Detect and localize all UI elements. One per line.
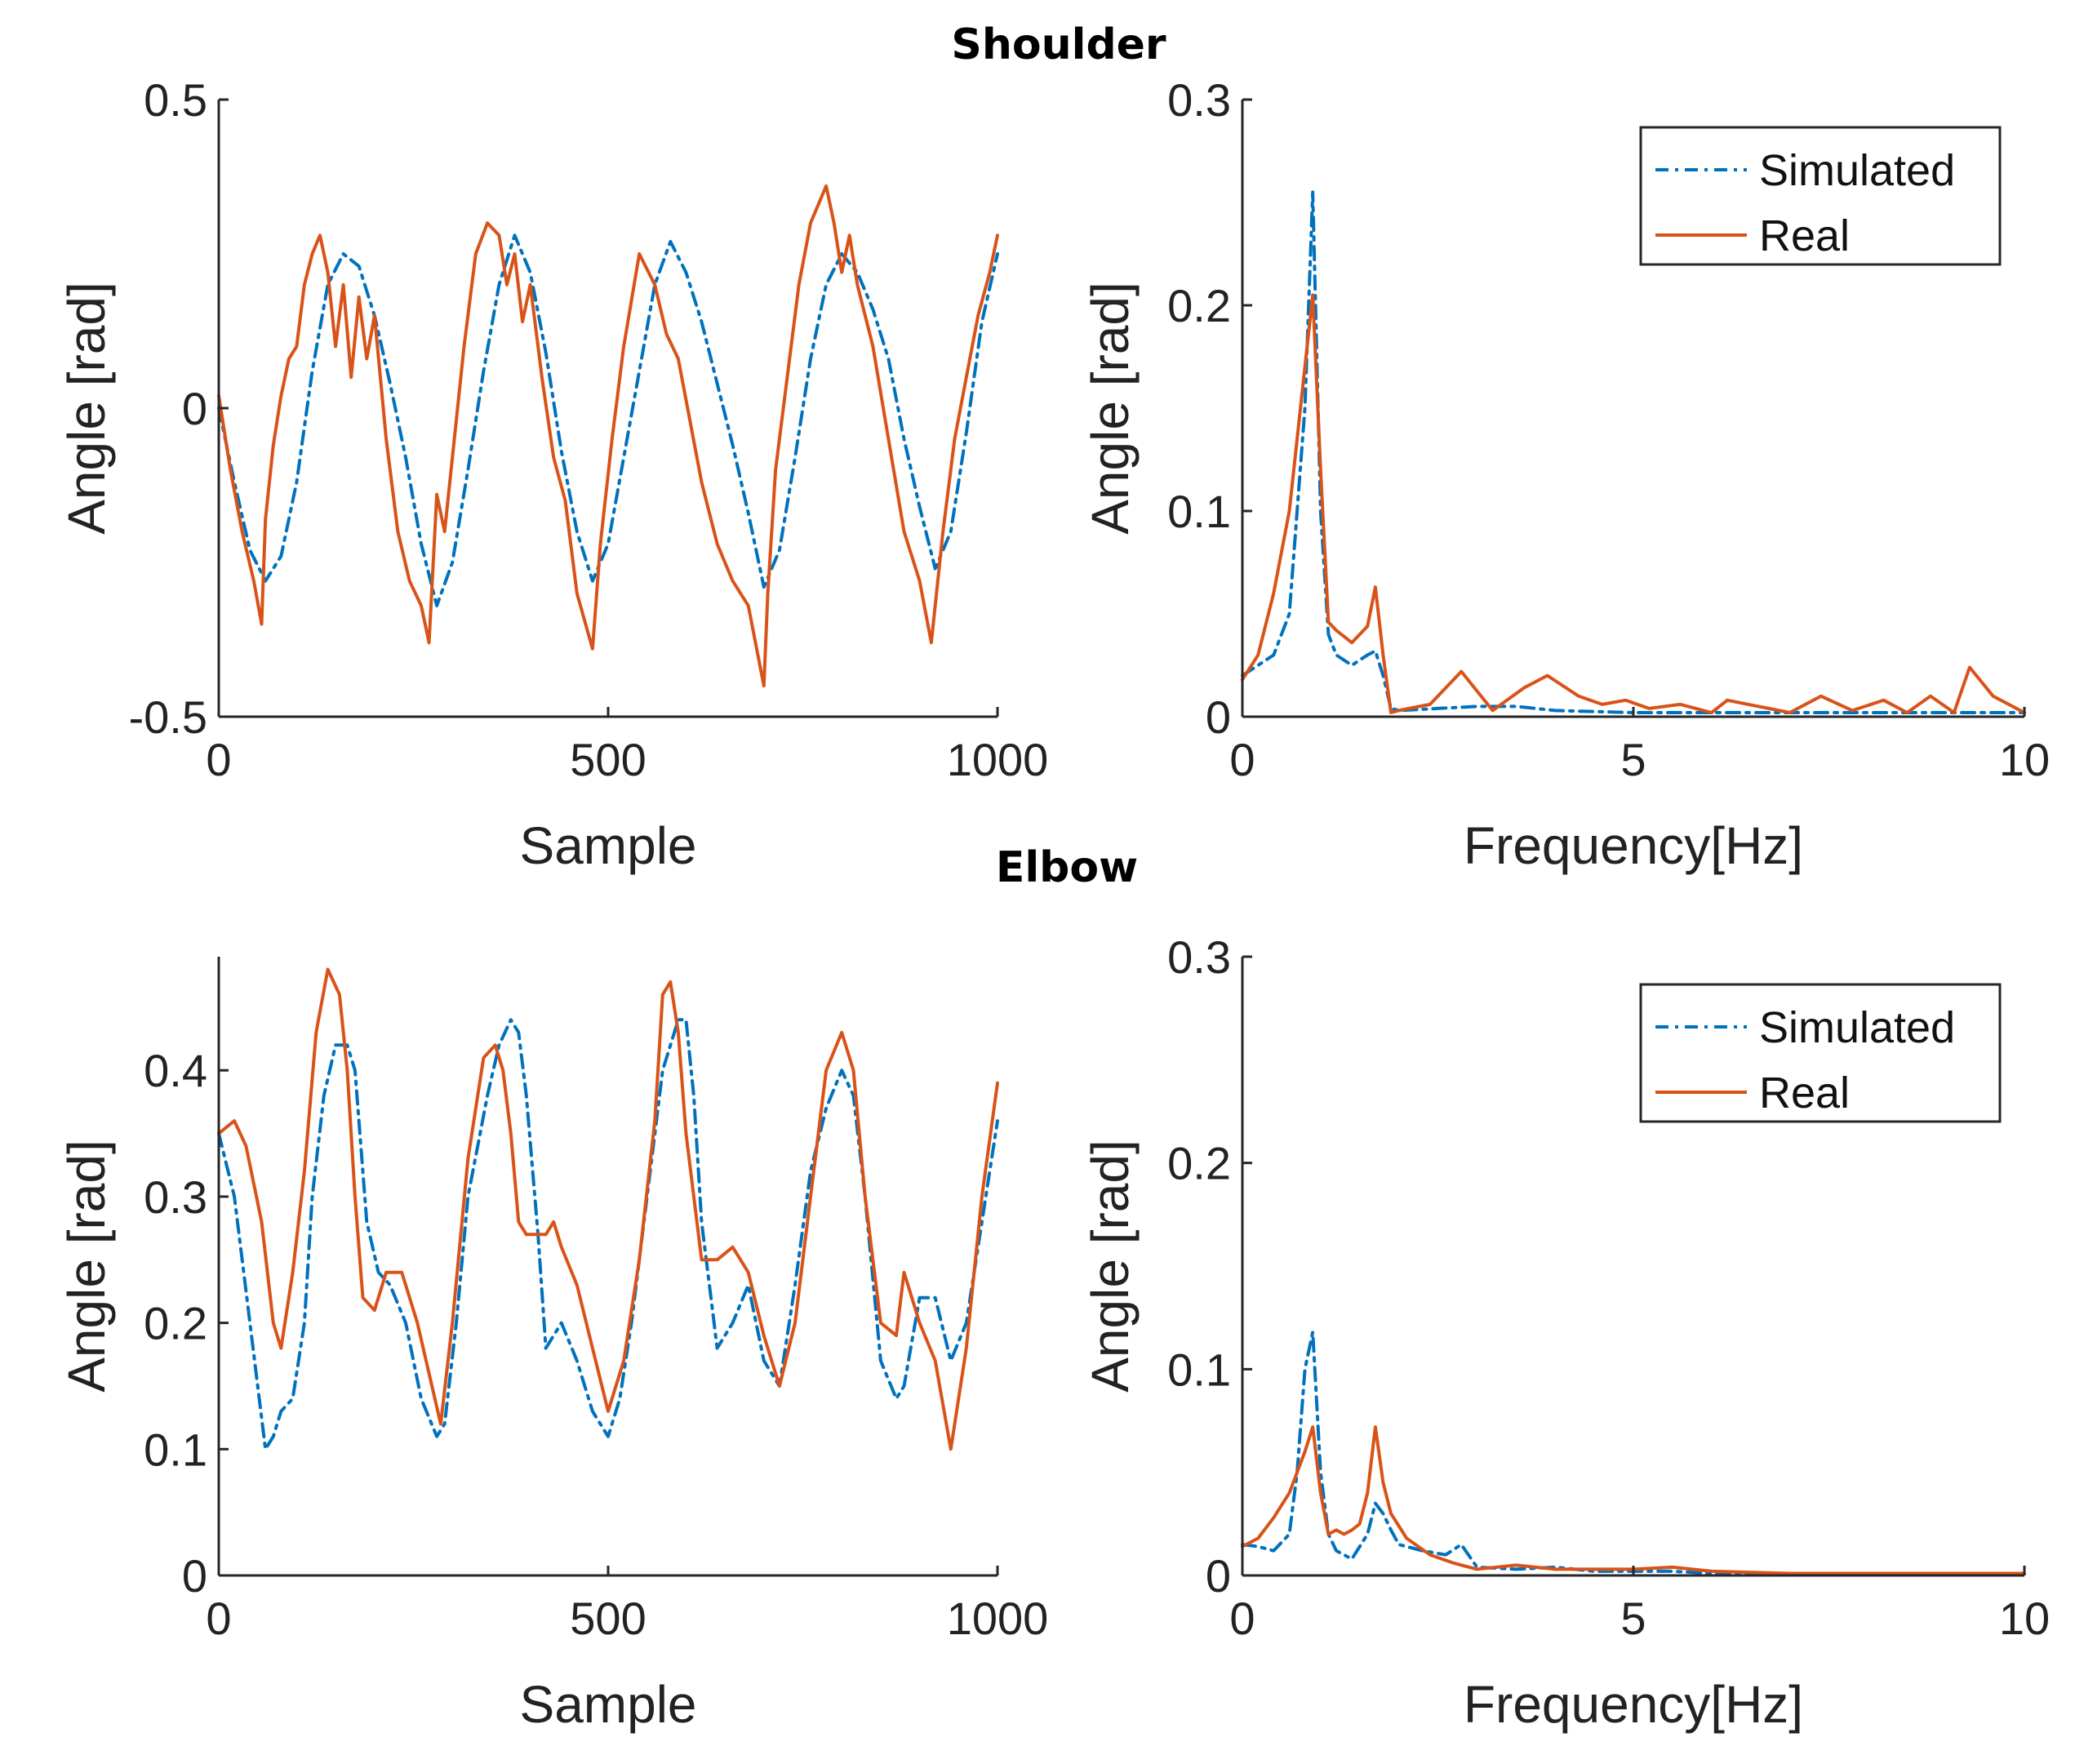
series-line-simulated <box>217 1018 999 1451</box>
legend-label-real: Real <box>1759 211 1850 260</box>
series-line-real <box>1241 293 2026 714</box>
x-tick-label: 0 <box>206 734 231 785</box>
y-tick-label: 0.3 <box>144 1171 207 1223</box>
section-title-elbow: Elbow <box>996 843 1138 892</box>
legend-box <box>1639 126 2002 266</box>
x-tick-label: 5 <box>1620 734 1646 785</box>
x-tick-label: 10 <box>1999 1593 2050 1644</box>
x-tick-label: 1000 <box>947 734 1049 785</box>
chart-shoulder_freq: 0 5 10 0 0.1 0.2 0.3 Frequency[Hz] Angle [rad] Si… <box>1081 74 2050 875</box>
x-tick-label: 5 <box>1620 1593 1646 1644</box>
y-tick-label: 0.3 <box>1167 74 1231 126</box>
y-tick-label: 0.5 <box>144 74 207 126</box>
legend-label-simulated: Simulated <box>1759 1003 1955 1052</box>
x-tick-label: 1000 <box>947 1593 1049 1644</box>
y-tick-label: 0 <box>182 383 207 434</box>
x-axis-label: Frequency[Hz] <box>1464 1675 1803 1734</box>
y-axis-label: Angle [rad] <box>1081 282 1140 535</box>
x-axis-label: Frequency[Hz] <box>1464 816 1803 875</box>
x-tick-label: 500 <box>570 734 646 785</box>
legend: Simulated Real <box>1639 983 2002 1123</box>
x-tick-label: 0 <box>1229 734 1255 785</box>
series-line-real <box>217 967 999 1451</box>
x-tick-label: 10 <box>1999 734 2050 785</box>
chart-elbow_freq: 0 5 10 0 0.1 0.2 0.3 Frequency[Hz] Angle [rad] Si… <box>1081 931 2050 1734</box>
legend-box <box>1639 983 2002 1123</box>
y-axis-label: Angle [rad] <box>57 1140 116 1393</box>
y-tick-label: 0.1 <box>144 1424 207 1475</box>
series-line-simulated <box>217 233 999 607</box>
y-axis-label: Angle [rad] <box>1081 1140 1140 1393</box>
x-axis-label: Sample <box>520 1675 697 1734</box>
y-tick-label: 0 <box>1206 691 1231 743</box>
legend: Simulated Real <box>1639 126 2002 266</box>
y-tick-label: 0 <box>182 1550 207 1602</box>
x-tick-label: 500 <box>570 1593 646 1644</box>
y-axis-label: Angle [rad] <box>57 282 116 535</box>
y-tick-label: 0.3 <box>1167 931 1231 983</box>
y-tick-label: 0.4 <box>144 1045 207 1096</box>
series-line-real <box>217 184 999 688</box>
section-title-shoulder: Shoulder <box>951 20 1166 69</box>
y-tick-label: -0.5 <box>129 691 208 743</box>
x-tick-label: 0 <box>206 1593 231 1644</box>
x-axis-label: Sample <box>520 816 697 875</box>
y-tick-label: 0.2 <box>144 1298 207 1349</box>
y-tick-label: 0.2 <box>1167 1138 1231 1189</box>
y-tick-label: 0.2 <box>1167 280 1231 331</box>
x-tick-label: 0 <box>1229 1593 1255 1644</box>
series-line-simulated <box>1241 1330 2026 1575</box>
legend-label-real: Real <box>1759 1069 1850 1117</box>
legend-label-simulated: Simulated <box>1759 146 1955 195</box>
y-tick-label: 0.1 <box>1167 1344 1231 1395</box>
y-tick-label: 0 <box>1206 1550 1231 1602</box>
series-line-real <box>1241 1425 2026 1575</box>
chart-elbow_time: 0 500 1000 0 0.1 0.2 0.3 0.4 Sample Angle [rad] <box>57 957 1048 1734</box>
y-tick-label: 0.1 <box>1167 486 1231 537</box>
